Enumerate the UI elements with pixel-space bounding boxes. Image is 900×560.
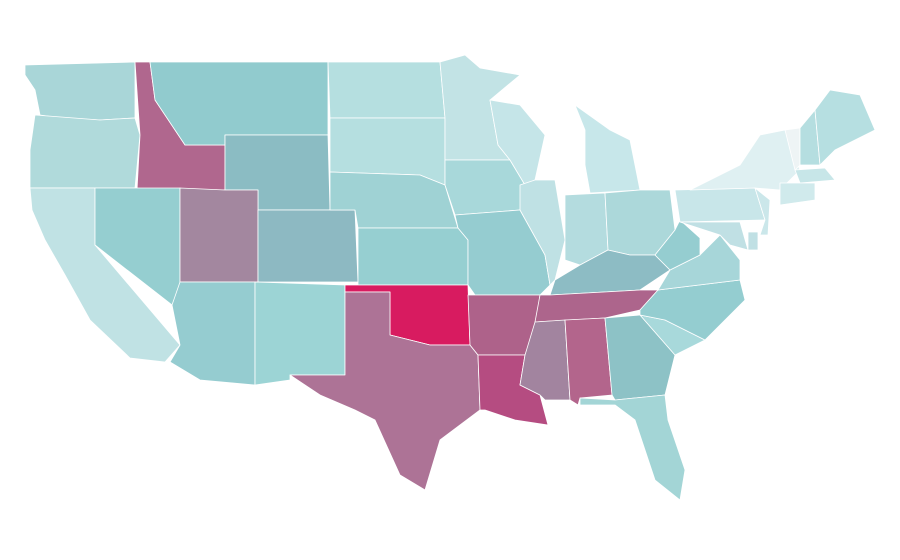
state (29, 114, 141, 189)
state (169, 281, 256, 386)
state (289, 291, 481, 491)
state (179, 187, 259, 283)
state (754, 187, 771, 236)
state (639, 279, 746, 341)
state (254, 281, 346, 386)
state (257, 209, 359, 283)
state (794, 167, 836, 184)
state (679, 221, 749, 251)
state (674, 187, 766, 223)
state (357, 227, 469, 286)
state (747, 231, 759, 251)
state (779, 182, 816, 206)
state (24, 61, 136, 121)
state (149, 61, 329, 146)
state (574, 104, 641, 194)
state (327, 61, 446, 119)
state (579, 394, 686, 501)
state (689, 129, 801, 191)
state (444, 159, 526, 216)
state (654, 219, 701, 271)
state (814, 89, 876, 166)
state (564, 317, 613, 406)
